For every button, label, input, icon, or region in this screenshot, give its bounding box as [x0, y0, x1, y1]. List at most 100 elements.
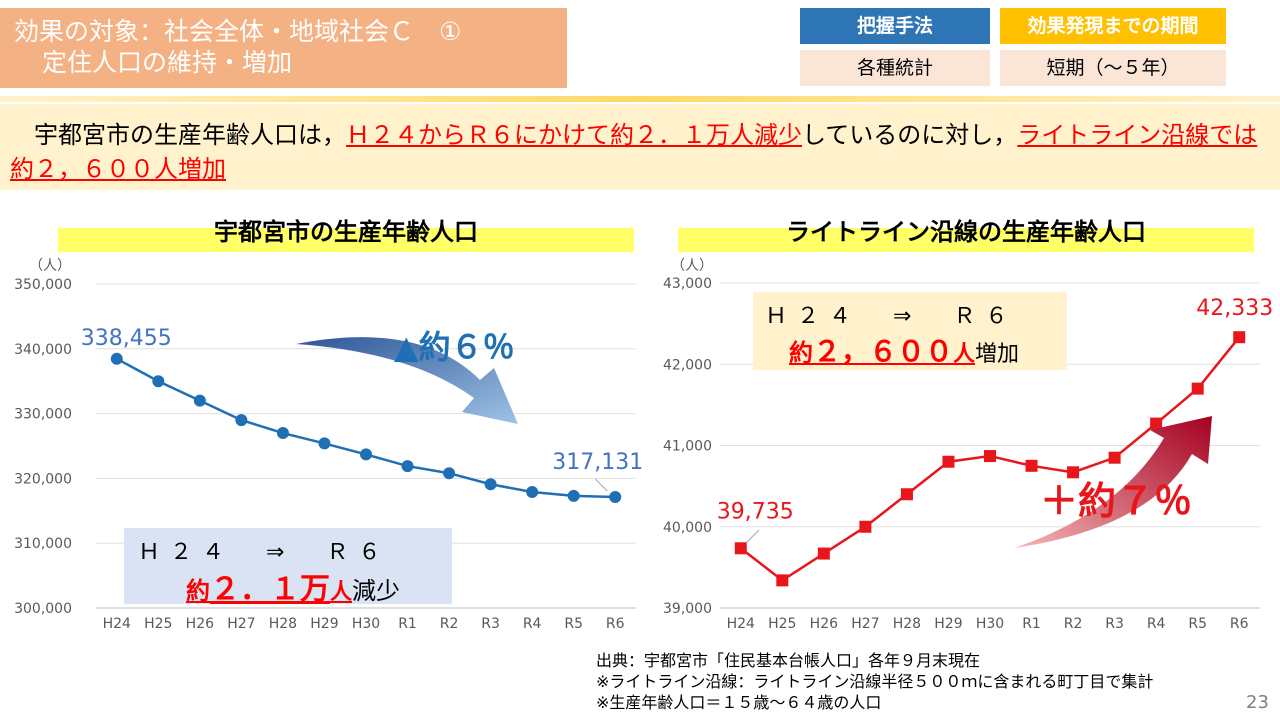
left-x-tick-label: H30 — [352, 616, 380, 632]
right-data-point — [1191, 382, 1204, 395]
left-x-tick-label: H27 — [227, 616, 255, 632]
left-chart-title-bar: 宇都宮市の生産年齢人口 — [58, 218, 634, 252]
title-line-2: 定住人口の維持・増加 — [42, 48, 293, 77]
left-data-point — [235, 414, 248, 427]
left-data-point — [193, 394, 206, 407]
left-x-tick-label: H26 — [186, 616, 214, 632]
left-x-tick-label: H24 — [103, 616, 131, 632]
page-number: 23 — [1246, 692, 1269, 713]
left-data-point — [484, 478, 497, 491]
right-x-tick-label: H29 — [934, 616, 962, 632]
left-trend-annotation: ▲約６％ — [394, 328, 515, 366]
right-data-point — [1025, 459, 1038, 472]
period-label: 効果発現までの期間 — [1000, 8, 1226, 44]
right-chart-title-bar: ライトライン沿線の生産年齢人口 — [678, 218, 1254, 252]
left-x-tick-label: R3 — [481, 616, 500, 632]
left-data-point — [152, 375, 165, 388]
left-data-point — [609, 490, 622, 503]
right-data-point — [817, 547, 830, 560]
right-chart-title: ライトライン沿線の生産年齢人口 — [786, 218, 1146, 246]
right-y-tick-label: 39,000 — [663, 601, 712, 617]
left-box-amount: ２．１万 — [210, 572, 330, 607]
right-y-tick-label: 40,000 — [663, 520, 712, 536]
left-x-tick-label: R1 — [398, 616, 417, 632]
right-x-tick-label: R5 — [1188, 616, 1207, 632]
title-line-1: 効果の対象：社会全体・地域社会Ｃ ① — [14, 17, 462, 46]
right-x-tick-label: R2 — [1064, 616, 1083, 632]
left-chart-title: 宇都宮市の生産年齢人口 — [214, 218, 478, 246]
right-data-point — [1233, 331, 1246, 344]
right-box-period: Ｈ２４ ⇒ Ｒ６ — [765, 304, 1018, 329]
left-x-tick-label: H29 — [310, 616, 338, 632]
right-y-unit: （人） — [671, 258, 713, 274]
right-trend-annotation: ＋約７％ — [1040, 479, 1192, 523]
age-note: ※生産年齢人口＝１５歳～６４歳の人口 — [596, 693, 882, 712]
left-label-leader — [594, 478, 608, 492]
right-data-point — [984, 450, 996, 463]
right-x-tick-label: R1 — [1022, 616, 1041, 632]
divider-stripe — [0, 96, 1280, 102]
route-note: ※ライトライン沿線：ライトライン沿線半径５００ｍに含まれる町丁目で集計 — [596, 672, 1154, 691]
left-series-line — [116, 357, 616, 499]
right-x-tick-label: H27 — [851, 616, 879, 632]
right-box-suffix: 増加 — [975, 342, 1020, 367]
period-value: 短期（～５年） — [1000, 50, 1226, 86]
left-box-unit: 人 — [330, 580, 353, 605]
right-data-point — [734, 542, 747, 555]
left-data-point — [567, 489, 580, 502]
left-x-tick-label: R6 — [606, 616, 625, 632]
left-x-tick-label: H25 — [144, 616, 172, 632]
left-y-tick-label: 320,000 — [14, 471, 72, 487]
right-x-tick-label: R4 — [1147, 616, 1166, 632]
left-data-point — [401, 460, 414, 473]
summary-part-2: Ｈ２４からＲ６にかけて約２．１万人減少 — [346, 121, 802, 149]
right-x-tick-label: H25 — [768, 616, 796, 632]
slide-title: 効果の対象：社会全体・地域社会Ｃ ① 定住人口の維持・増加 — [0, 8, 567, 88]
left-data-point — [526, 486, 539, 499]
right-data-point — [1150, 417, 1163, 430]
left-data-point — [318, 437, 331, 450]
right-y-tick-label: 43,000 — [663, 276, 712, 292]
right-box-unit: 人 — [953, 342, 976, 367]
right-data-point — [942, 455, 955, 468]
summary-text: 宇都宮市の生産年齢人口は，Ｈ２４からＲ６にかけて約２．１万人減少しているのに対し… — [0, 104, 1280, 190]
left-data-point — [276, 427, 289, 440]
left-data-point — [110, 352, 123, 365]
left-y-tick-label: 300,000 — [14, 601, 72, 617]
right-x-tick-label: H28 — [893, 616, 921, 632]
right-y-tick-label: 42,000 — [663, 357, 712, 373]
increase-arrow — [1014, 416, 1212, 548]
left-x-tick-label: R4 — [523, 616, 542, 632]
right-y-tick-label: 41,000 — [663, 439, 712, 455]
method-label: 把握手法 — [800, 8, 990, 44]
left-x-tick-label: H28 — [269, 616, 297, 632]
right-first-value-label: 39,735 — [717, 499, 794, 524]
source-note: 出典：宇都宮市「住民基本台帳人口」各年９月末現在 — [596, 651, 981, 670]
summary-part-4: ライトライン沿線では約２，６００人増加 — [10, 121, 1258, 183]
right-x-tick-label: H24 — [727, 616, 755, 632]
left-x-tick-label: R2 — [440, 616, 459, 632]
left-y-tick-label: 310,000 — [14, 536, 72, 552]
left-box-suffix: 減少 — [352, 577, 401, 605]
right-change-box: Ｈ２４ ⇒ Ｒ６ 約２，６００人増加 — [753, 292, 1067, 370]
left-box-period: Ｈ２４ ⇒ Ｒ６ — [138, 540, 391, 565]
left-y-tick-label: 340,000 — [14, 342, 72, 358]
right-data-point — [1067, 466, 1080, 479]
right-x-tick-label: R6 — [1230, 616, 1249, 632]
right-x-tick-label: H26 — [810, 616, 838, 632]
right-x-tick-label: R3 — [1105, 616, 1124, 632]
right-box-prefix: 約 — [789, 339, 813, 367]
left-y-tick-label: 330,000 — [14, 407, 72, 423]
left-change-box: Ｈ２４ ⇒ Ｒ６ 約２．１万人減少 — [124, 528, 452, 607]
right-data-point — [900, 488, 913, 501]
right-data-point — [859, 520, 872, 533]
left-x-tick-label: R5 — [564, 616, 583, 632]
footnotes: 出典：宇都宮市「住民基本台帳人口」各年９月末現在 ※ライトライン沿線：ライトライ… — [596, 650, 1153, 713]
left-box-prefix: 約 — [186, 577, 210, 605]
right-x-tick-label: H30 — [976, 616, 1004, 632]
left-data-point — [443, 467, 456, 480]
left-last-value-label: 317,131 — [552, 450, 643, 475]
right-box-amount: ２，６００ — [813, 335, 954, 368]
method-value: 各種統計 — [800, 50, 990, 86]
decrease-arrow — [296, 337, 518, 424]
